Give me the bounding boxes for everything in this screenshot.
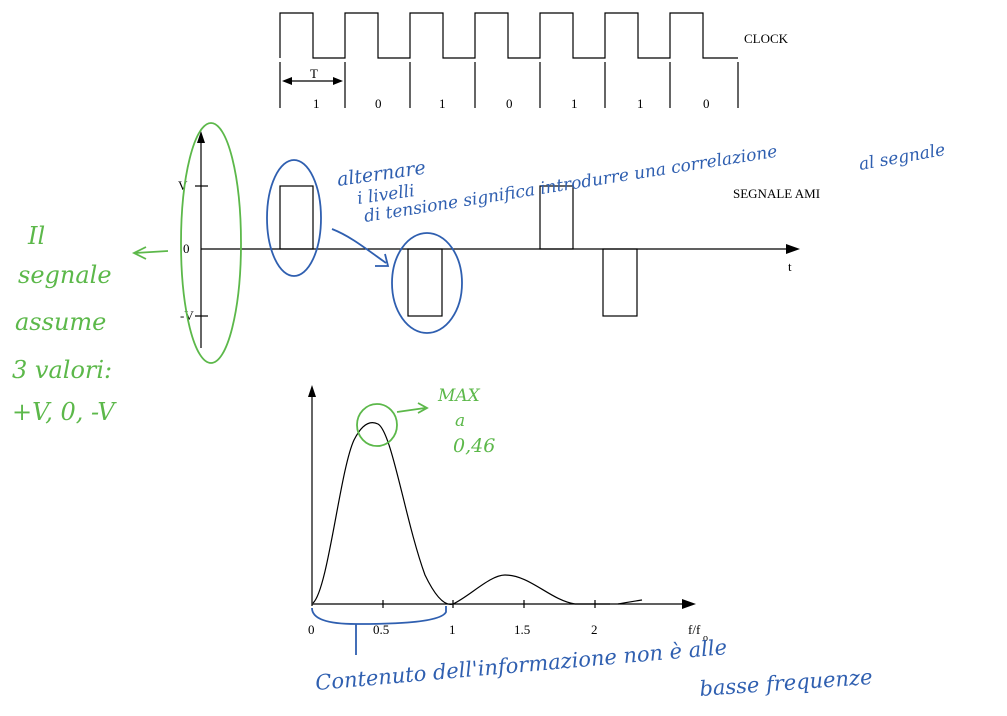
green-max-label: MAX bbox=[437, 386, 481, 406]
green-max-value: 0,46 bbox=[453, 435, 495, 457]
green-max-circle bbox=[356, 403, 398, 447]
bit-label: 1 bbox=[439, 96, 446, 111]
green-left-note: Il segnale assume 3 valori: +V, 0, -V bbox=[12, 222, 117, 426]
x-tick-label: 1.5 bbox=[514, 622, 530, 637]
x-tick-label: 0.5 bbox=[373, 622, 389, 637]
bit-label: 0 bbox=[375, 96, 382, 111]
x-axis-label: f/f bbox=[688, 622, 701, 637]
green-max-arrow bbox=[396, 402, 429, 414]
level-zero-label: 0 bbox=[183, 241, 190, 256]
ami-pulse-negative bbox=[407, 248, 443, 317]
level-plus-v-label: V bbox=[178, 178, 188, 193]
x-tick-label: 1 bbox=[449, 622, 456, 637]
ami-pulse-negative bbox=[602, 248, 638, 317]
period-arrow bbox=[282, 77, 343, 85]
blue-negative-pulse-circle bbox=[391, 232, 463, 334]
blue-curved-arrow bbox=[331, 228, 390, 267]
x-tick-label: 2 bbox=[591, 622, 598, 637]
ami-pulse-positive bbox=[539, 185, 574, 250]
bit-labels: 1 0 1 0 1 1 0 bbox=[313, 96, 710, 111]
bit-label: 1 bbox=[637, 96, 644, 111]
x-axis-label-subscript: o bbox=[703, 633, 708, 644]
bit-slot-ticks bbox=[279, 62, 739, 108]
psd-curve bbox=[312, 421, 610, 605]
bit-label: 1 bbox=[571, 96, 578, 111]
green-levels-ellipse bbox=[180, 122, 242, 364]
psd-tail bbox=[617, 599, 643, 605]
svg-text:+V, 0, -V: +V, 0, -V bbox=[12, 398, 117, 426]
blue-positive-pulse-circle bbox=[266, 159, 322, 277]
blue-low-freq-bracket bbox=[311, 606, 447, 625]
x-tick-label: 0 bbox=[308, 622, 315, 637]
blue-bottom-note-line-2: basse frequenze bbox=[699, 665, 874, 701]
period-label: T bbox=[310, 66, 318, 81]
blue-note-line-4: al segnale bbox=[857, 140, 946, 175]
ami-pulses bbox=[279, 185, 638, 317]
green-max-connector: a bbox=[455, 411, 465, 431]
time-axis-label: t bbox=[788, 259, 792, 274]
green-arrow bbox=[131, 246, 169, 260]
clock-waveform bbox=[279, 12, 738, 59]
ami-signal-label: SEGNALE AMI bbox=[733, 186, 820, 201]
bit-label: 0 bbox=[703, 96, 710, 111]
spectrum-axes bbox=[308, 385, 696, 609]
svg-text:Il: Il bbox=[27, 222, 45, 250]
clock-label: CLOCK bbox=[744, 31, 789, 46]
blue-note-line-3: di tensione significa introdurre una cor… bbox=[363, 142, 779, 227]
svg-text:segnale: segnale bbox=[18, 261, 112, 289]
bit-label: 0 bbox=[506, 96, 513, 111]
svg-text:3 valori:: 3 valori: bbox=[12, 356, 112, 384]
bit-label: 1 bbox=[313, 96, 320, 111]
ami-pulse-positive bbox=[279, 185, 314, 250]
blue-bottom-note-line-1: Contenuto dell'informazione non è alle bbox=[314, 635, 728, 695]
svg-text:assume: assume bbox=[15, 308, 106, 336]
